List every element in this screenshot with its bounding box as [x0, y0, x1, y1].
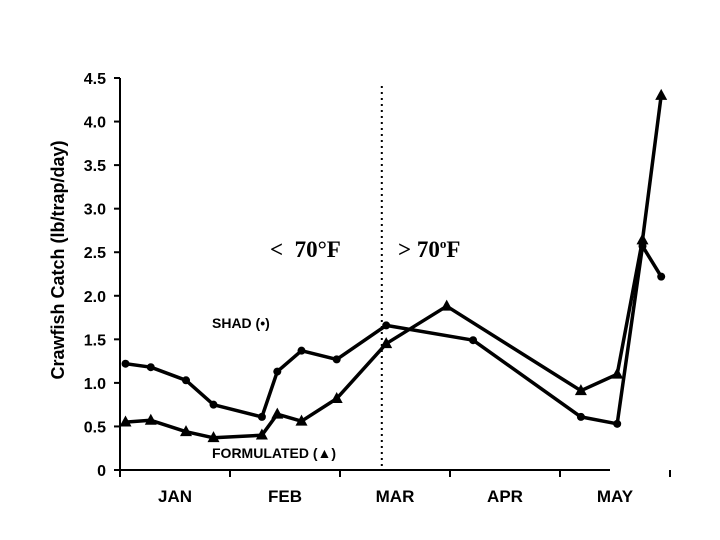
shad-data-point — [332, 355, 341, 364]
formulated-series-line — [125, 95, 663, 440]
shad-data-point — [273, 367, 282, 376]
y-axis-label: Crawfish Catch (lb/trap/day) — [48, 140, 68, 379]
month-label: MAY — [597, 487, 634, 506]
shad-series-label: SHAD (•) — [212, 315, 270, 331]
formulated-data-point — [380, 337, 393, 349]
shad-data-point — [576, 412, 585, 421]
y-tick-label: 2.5 — [84, 245, 106, 262]
formulated-series-label: FORMULATED (▲) — [212, 445, 336, 461]
warm-label-prefix: > 70 — [398, 237, 440, 262]
formulated-data-point — [144, 413, 157, 425]
y-tick-label: 0.5 — [84, 419, 106, 436]
series-markers — [119, 88, 668, 443]
formulated-data-point — [574, 384, 587, 396]
warm-label-unit: F — [446, 237, 460, 262]
y-tick-label: 1.5 — [84, 332, 106, 349]
y-tick-labels: 0 0.5 1.0 1.5 2.0 2.5 3.0 3.5 4.0 4.5 — [84, 71, 106, 480]
formulated-data-point — [655, 88, 668, 100]
formulated-data-point — [271, 407, 284, 419]
y-tick-label: 4.0 — [84, 115, 106, 132]
month-label: MAR — [376, 487, 415, 506]
shad-data-point — [382, 321, 391, 330]
y-tick-label: 3.5 — [84, 158, 106, 175]
formulated-data-point — [330, 391, 343, 403]
shad-data-point — [613, 419, 622, 428]
formulated-data-point — [636, 233, 649, 245]
y-tick-label: 0 — [97, 463, 106, 480]
formulated-data-point — [255, 428, 268, 440]
shad-data-point — [469, 336, 478, 345]
series-lines — [125, 95, 663, 440]
month-label: FEB — [268, 487, 302, 506]
formulated-data-point — [207, 431, 220, 443]
formulated-data-point — [611, 367, 624, 379]
shad-data-point — [257, 412, 266, 421]
warm-period-label: > 70oF — [398, 236, 460, 262]
shad-data-point — [209, 400, 218, 409]
chart-axes — [114, 77, 671, 477]
formulated-data-point — [180, 425, 192, 437]
shad-data-point — [297, 346, 306, 355]
shad-series-line — [125, 244, 663, 426]
y-tick-label: 4.5 — [84, 71, 106, 88]
month-label: JAN — [158, 487, 192, 506]
y-tick-label: 3.0 — [84, 202, 106, 219]
month-label: APR — [487, 487, 523, 506]
y-tick-label: 1.0 — [84, 376, 106, 393]
shad-data-point — [146, 363, 155, 372]
month-labels: JAN FEB MAR APR MAY — [158, 487, 634, 506]
y-tick-label: 2.0 — [84, 289, 106, 306]
formulated-data-point — [119, 415, 132, 427]
shad-data-point — [657, 272, 666, 281]
shad-data-point — [182, 376, 190, 385]
shad-data-point — [121, 359, 130, 368]
cold-period-label: < 70°F — [270, 237, 341, 262]
formulated-data-point — [440, 299, 453, 311]
warm-label-degree: o — [440, 236, 447, 251]
formulated-data-point — [295, 414, 308, 426]
